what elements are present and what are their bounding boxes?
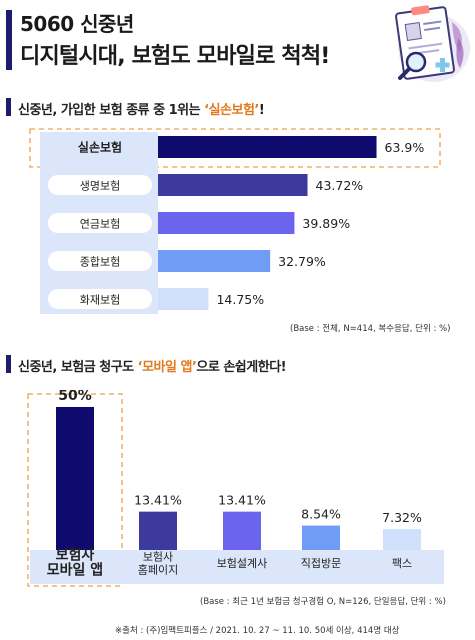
section1-accent-bar bbox=[6, 98, 11, 116]
category-label: 생명보험 bbox=[80, 180, 120, 193]
section2-title-prefix: 신중년, 보험금 청구도 bbox=[18, 360, 138, 375]
clipboard-illustration-icon bbox=[395, 5, 470, 82]
category-label: 종합보험 bbox=[80, 256, 120, 269]
value-label: 39.89% bbox=[302, 216, 350, 231]
section2-title-suffix: 으로 손쉽게한다! bbox=[196, 360, 287, 375]
chart2-category-band bbox=[30, 550, 444, 584]
insurance-type-bar-chart: 실손보험 63.9% 생명보험 43.72% 연금보험 39.89% 종합보험 32.79% 화… bbox=[29, 128, 441, 314]
value-label: 13.41% bbox=[134, 493, 182, 508]
category-label: 보험사 홈페이지 bbox=[138, 551, 178, 577]
category-label: 직접방문 bbox=[301, 557, 341, 570]
section2-title: 신중년, 보험금 청구도 ‘모바일 앱’으로 손쉽게한다! bbox=[18, 356, 287, 375]
highlight-dashed-box bbox=[29, 128, 441, 168]
category-pill bbox=[48, 175, 152, 195]
category-label: 보험사 모바일 앱 bbox=[47, 547, 103, 579]
bar bbox=[158, 174, 308, 196]
value-label: 43.72% bbox=[316, 178, 364, 193]
bar bbox=[223, 511, 261, 550]
category-pill bbox=[48, 213, 152, 233]
value-label: 63.9% bbox=[385, 140, 425, 155]
section1-note: (Base : 전체, N=414, 복수응답, 단위 : %) bbox=[290, 324, 451, 334]
category-label: 팩스 bbox=[392, 557, 412, 570]
bar bbox=[139, 511, 177, 550]
value-label: 14.75% bbox=[216, 292, 264, 307]
category-label: 연금보험 bbox=[80, 218, 120, 231]
category-pill bbox=[48, 251, 152, 271]
page-title-line1: 5060 신중년 bbox=[20, 12, 134, 36]
bar bbox=[158, 250, 271, 272]
bar bbox=[302, 525, 340, 550]
category-label: 화재보험 bbox=[80, 294, 120, 307]
bar bbox=[158, 136, 377, 158]
section2-title-highlight: ‘모바일 앱’ bbox=[137, 360, 197, 375]
category-pill bbox=[48, 289, 152, 309]
section1-title-highlight: ‘실손보험’ bbox=[204, 103, 259, 118]
category-pill bbox=[48, 137, 152, 157]
section1-title-suffix: ! bbox=[258, 103, 265, 118]
claim-method-bar-chart: 50% 보험사 모바일 앱 13.41% 보험사 홈페이지 13.41% 보험설계사 8.54%… bbox=[27, 390, 444, 587]
bar bbox=[158, 212, 295, 234]
value-label: 7.32% bbox=[382, 510, 422, 525]
category-label: 실손보험 bbox=[78, 140, 122, 155]
bar bbox=[383, 529, 421, 550]
section1-title: 신중년, 가입한 보험 종류 중 1위는 ‘실손보험’! bbox=[18, 99, 265, 118]
value-label: 32.79% bbox=[278, 254, 326, 269]
value-label: 13.41% bbox=[218, 493, 266, 508]
section2-note: (Base : 최근 1년 보험금 청구경험 O, N=126, 단일응답, 단… bbox=[200, 597, 446, 607]
section2-accent-bar bbox=[6, 355, 11, 373]
source-note: ※출처 : (주)임팩트피플스 / 2021. 10. 27 ~ 11. 10.… bbox=[115, 626, 400, 636]
bar bbox=[56, 407, 94, 550]
highlight-dashed-box bbox=[27, 393, 123, 587]
value-label: 8.54% bbox=[301, 507, 341, 522]
section1-title-prefix: 신중년, 가입한 보험 종류 중 1위는 bbox=[18, 103, 205, 118]
bar bbox=[158, 288, 209, 310]
category-label: 보험설계사 bbox=[217, 557, 268, 570]
page-title-line2: 디지털시대, 보험도 모바일로 척척! bbox=[20, 44, 330, 69]
title-accent-bar bbox=[6, 10, 12, 70]
value-label: 50% bbox=[58, 390, 92, 404]
